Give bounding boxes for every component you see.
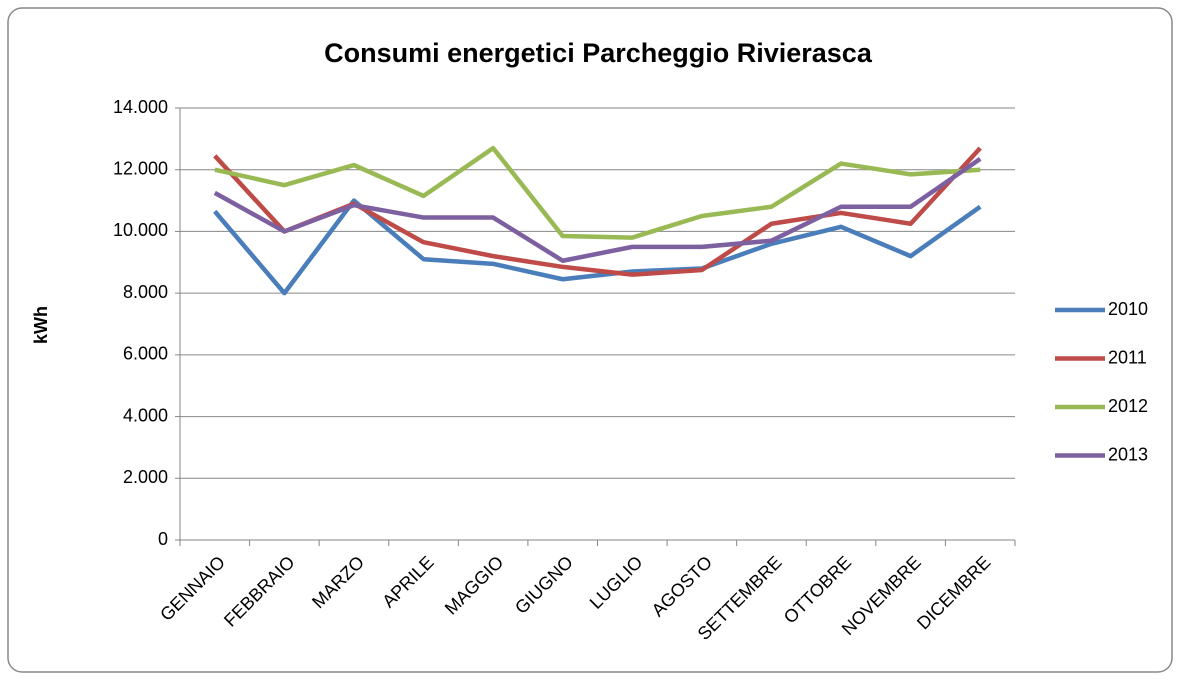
y-tick-label: 6.000	[123, 344, 168, 364]
y-tick-label: 10.000	[113, 220, 168, 240]
y-tick-label: 14.000	[113, 97, 168, 117]
legend-label: 2010	[1108, 299, 1148, 319]
series-line	[214, 145, 981, 240]
series-line	[213, 157, 982, 263]
y-tick-label: 2.000	[123, 467, 168, 487]
chart-title: Consumi energetici Parcheggio Rivierasca	[324, 38, 873, 68]
series-line	[213, 198, 982, 296]
legend-label: 2013	[1108, 444, 1148, 464]
y-axis-label: kWh	[31, 306, 51, 344]
y-tick-label: 12.000	[113, 158, 168, 178]
legend-label: 2012	[1108, 396, 1148, 416]
legend-label: 2011	[1108, 347, 1147, 367]
chart-frame	[7, 7, 1173, 673]
y-tick-label: 0	[158, 529, 168, 549]
y-tick-label: 8.000	[123, 282, 168, 302]
y-tick-label: 4.000	[123, 405, 168, 425]
